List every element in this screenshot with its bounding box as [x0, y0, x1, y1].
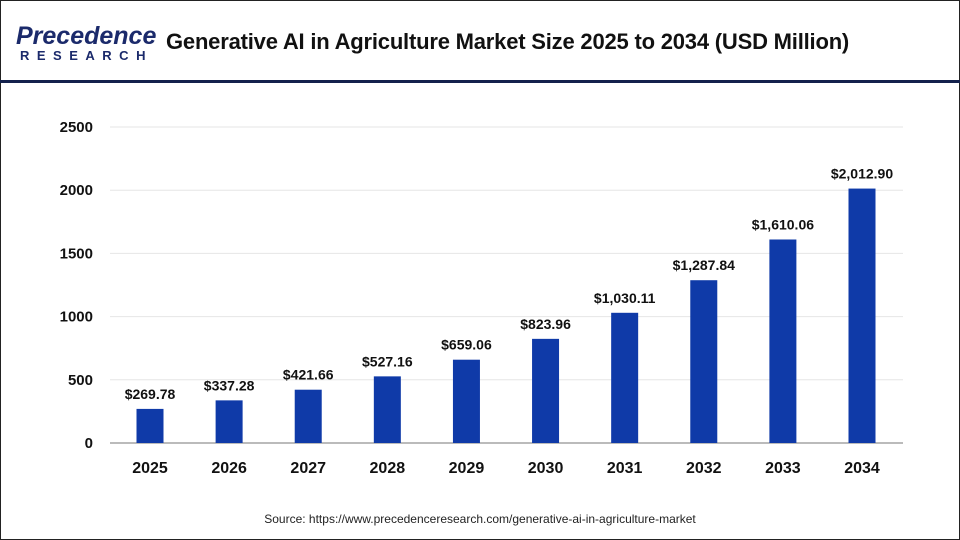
data-label: $269.78 — [125, 386, 176, 402]
y-tick-label: 2000 — [60, 182, 93, 199]
x-tick-label: 2033 — [765, 460, 801, 477]
y-tick-label: 1000 — [60, 309, 93, 326]
chart-title: Generative AI in Agriculture Market Size… — [166, 29, 850, 54]
bar-2026 — [215, 400, 243, 443]
data-label: $337.28 — [204, 377, 255, 393]
header: Precedence RESEARCH Generative AI in Agr… — [0, 0, 960, 83]
x-tick-label: 2034 — [844, 460, 880, 477]
data-label: $2,012.90 — [831, 166, 893, 182]
bar-2025 — [136, 408, 164, 443]
bar-2028 — [373, 376, 401, 443]
x-tick-label: 2027 — [290, 460, 326, 477]
logo-text-bottom: RESEARCH — [20, 48, 153, 63]
x-tick-label: 2028 — [370, 460, 406, 477]
data-label: $421.66 — [283, 367, 334, 383]
y-tick-label: 0 — [85, 435, 93, 452]
x-tick-label: 2030 — [528, 460, 564, 477]
bar-2032 — [690, 280, 718, 443]
bar-2031 — [611, 312, 639, 443]
data-label: $1,610.06 — [752, 216, 814, 232]
bar-2033 — [769, 239, 797, 443]
x-tick-label: 2029 — [449, 460, 485, 477]
bar-2030 — [532, 338, 560, 443]
data-label: $1,287.84 — [673, 257, 735, 273]
logo-text-top: Precedence — [16, 22, 157, 50]
x-tick-label: 2026 — [211, 460, 247, 477]
bar-2034 — [848, 188, 876, 443]
data-label: $823.96 — [520, 316, 571, 332]
y-tick-label: 1500 — [60, 245, 93, 262]
y-tick-label: 500 — [68, 372, 93, 389]
source-text: Source: https://www.precedenceresearch.c… — [264, 512, 696, 526]
bar-2029 — [452, 359, 480, 443]
x-tick-label: 2025 — [132, 460, 168, 477]
y-tick-label: 2500 — [60, 119, 93, 136]
x-tick-label: 2031 — [607, 460, 643, 477]
data-label: $659.06 — [441, 337, 492, 353]
data-label: $527.16 — [362, 353, 413, 369]
x-tick-label: 2032 — [686, 460, 722, 477]
precedence-research-logo: Precedence RESEARCH — [16, 22, 157, 63]
bar-2027 — [294, 389, 322, 443]
data-label: $1,030.11 — [594, 290, 656, 306]
